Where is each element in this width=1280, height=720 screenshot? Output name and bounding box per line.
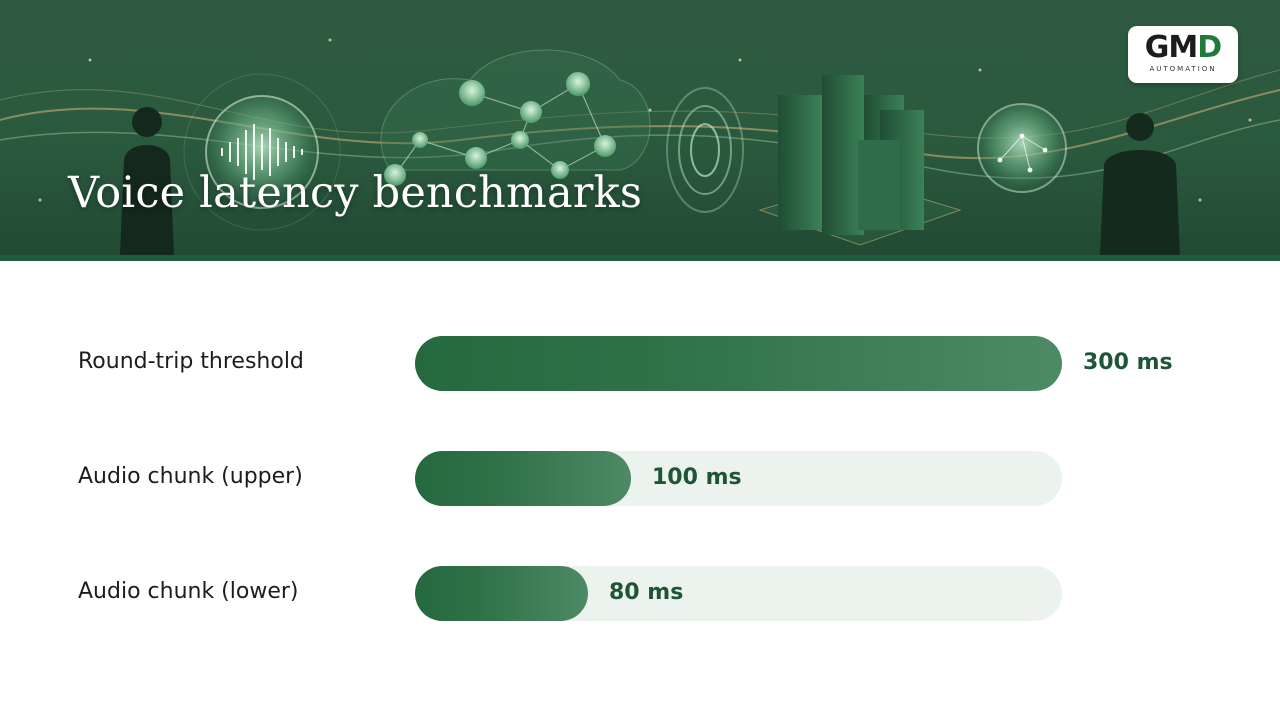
bar-label: Round-trip threshold [78,349,304,374]
logo-mark-right: D [1197,30,1222,65]
bar-value-label: 300 ms [1083,350,1173,375]
globe-orb [977,103,1067,193]
bar [415,451,631,506]
bar [415,566,588,621]
data-towers-illustration [758,75,962,246]
header-banner: Voice latency benchmarks GMD AUTOMATION [0,0,1280,255]
bar-label: Audio chunk (upper) [78,464,303,489]
logo-mark: GMD [1128,32,1238,64]
waveform-icon [221,124,303,180]
banner-illustration [0,38,1280,255]
bar-value-label: 100 ms [652,465,742,490]
bar-label: Audio chunk (lower) [78,579,299,604]
bar [415,336,1062,391]
page-title: Voice latency benchmarks [68,168,643,218]
banner-divider [0,255,1280,261]
logo-subtitle: AUTOMATION [1149,65,1217,73]
brand-logo: GMD AUTOMATION [1128,26,1238,83]
logo-mark-left: GM [1144,30,1198,65]
person-right-silhouette [1100,113,1180,255]
latency-bar-chart: Round-trip threshold 300 ms Audio chunk (u… [0,262,1280,720]
signal-rings [666,87,744,213]
bar-value-label: 80 ms [609,580,684,605]
network-nodes [384,72,616,186]
person-left-silhouette [120,107,174,255]
